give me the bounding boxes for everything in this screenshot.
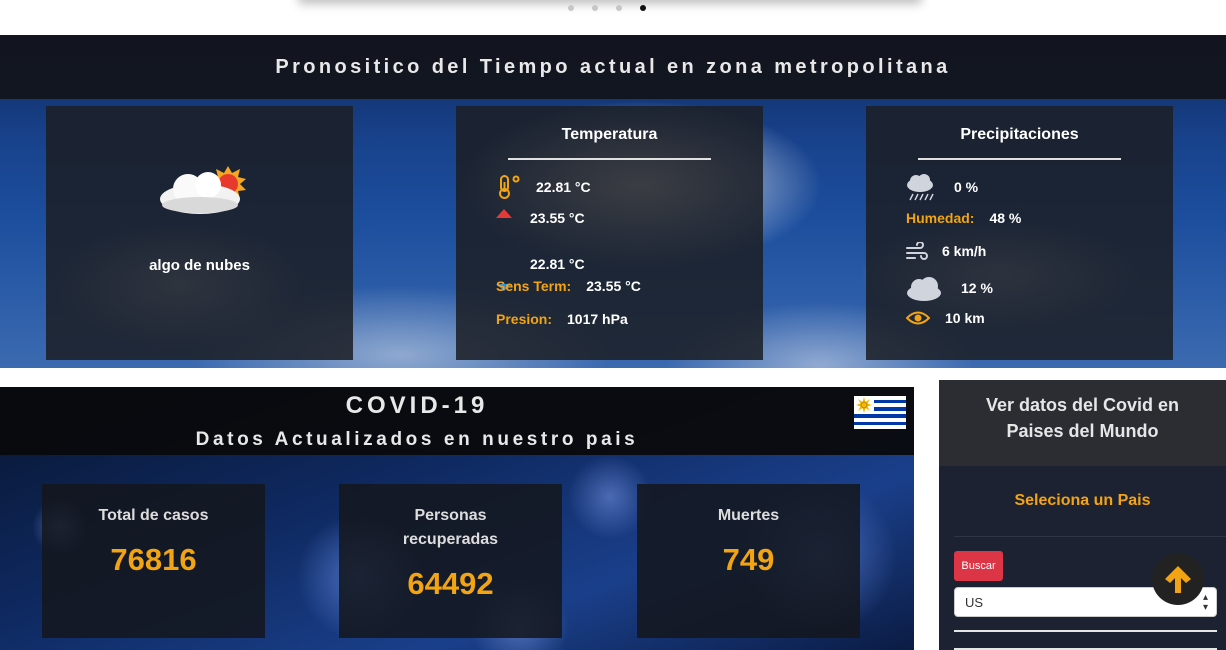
weather-title: Pronositico del Tiempo actual en zona me… — [275, 55, 951, 78]
stat-card-total-cases: Total de casos 76816 — [42, 484, 265, 638]
thermometer-icon — [499, 175, 520, 199]
temp-min: 22.81 °C — [530, 256, 585, 272]
search-button[interactable]: Buscar — [954, 551, 1003, 581]
country-select-value: US — [965, 595, 984, 610]
divider — [954, 630, 1217, 632]
cloud-sun-icon — [160, 166, 246, 214]
carousel-dot-3[interactable] — [616, 5, 622, 11]
divider — [954, 536, 1226, 537]
arrow-up-icon — [496, 209, 512, 218]
carousel-dot-1[interactable] — [568, 5, 574, 11]
carousel-dot-4[interactable] — [640, 5, 646, 11]
visibility-row: 10 km — [906, 310, 985, 326]
country-sidebar: Ver datos del Covid en Paises del Mundo … — [939, 380, 1226, 650]
sun-of-may-icon — [856, 397, 872, 413]
divider — [918, 158, 1121, 160]
clouds-value: 12 % — [961, 280, 993, 296]
stat-value: 749 — [722, 542, 775, 577]
covid-subtitle: Datos Actualizados en nuestro pais — [195, 429, 639, 450]
humidity-row: Humedad: 48 % — [906, 210, 1021, 226]
weather-section: Pronositico del Tiempo actual en zona me… — [0, 35, 1226, 368]
stat-card-recovered: Personas recuperadas 64492 — [339, 484, 562, 638]
stat-card-deaths: Muertes 749 — [637, 484, 860, 638]
feels-like-label: Sens Term: — [496, 278, 572, 294]
pressure-label: Presion: — [496, 311, 553, 327]
precipitation-card: Precipitaciones 0 % Humedad: 48 % — [866, 106, 1173, 360]
condition-card: algo de nubes — [46, 106, 353, 360]
stat-label: Personas recuperadas — [402, 507, 499, 548]
visibility-value: 10 km — [945, 310, 985, 326]
cloud-icon — [907, 277, 941, 301]
carousel-dot-2[interactable] — [592, 5, 598, 11]
uruguay-flag — [854, 396, 906, 429]
top-strip — [0, 0, 1226, 36]
clouds-row: 12 % — [906, 275, 993, 301]
feels-like-row: Sens Term: 23.55 °C — [496, 278, 641, 294]
rain-value: 0 % — [954, 179, 979, 195]
wind-value: 6 km/h — [942, 243, 987, 259]
divider — [508, 158, 711, 160]
covid-title: COVID-19 — [345, 392, 489, 419]
wind-icon — [906, 242, 928, 260]
select-country-title: Seleciona un Pais — [1014, 492, 1151, 509]
eye-icon — [906, 311, 930, 325]
wind-row: 6 km/h — [906, 242, 986, 260]
temp-current-row: 22.81 °C — [496, 174, 591, 200]
arrow-up-icon — [1165, 566, 1191, 593]
precipitation-title: Precipitaciones — [960, 126, 1079, 143]
carousel-indicators — [568, 5, 646, 11]
pressure-value: 1017 hPa — [567, 311, 628, 327]
divider — [954, 648, 1217, 650]
temp-max-row: 23.55 °C — [496, 209, 585, 226]
stat-label: Muertes — [717, 507, 780, 524]
covid-header: COVID-19 Datos Actualizados en nuestro p… — [0, 387, 914, 455]
weather-title-bar: Pronositico del Tiempo actual en zona me… — [0, 35, 1226, 99]
covid-section: COVID-19 Datos Actualizados en nuestro p… — [0, 387, 914, 650]
sidebar-title: Ver datos del Covid en Paises del Mundo — [939, 380, 1226, 466]
humidity-label: Humedad: — [906, 210, 975, 226]
stat-label: Total de casos — [98, 507, 209, 524]
humidity-value: 48 % — [989, 210, 1022, 226]
scroll-to-top-button[interactable] — [1152, 553, 1204, 605]
temperature-card: Temperatura 22.81 °C 23.55 °C 22.81 °C — [456, 106, 763, 360]
temp-min-row: 22.81 °C — [496, 244, 585, 294]
condition-label: algo de nubes — [149, 257, 250, 274]
temp-max: 23.55 °C — [530, 210, 585, 226]
rain-row: 0 % — [906, 172, 978, 202]
select-arrows-icon: ▴ ▾ — [1202, 592, 1208, 613]
temp-current: 22.81 °C — [536, 179, 591, 195]
feels-like-value: 23.55 °C — [586, 278, 641, 294]
stat-value: 76816 — [110, 542, 197, 577]
temperature-title: Temperatura — [561, 126, 658, 143]
pressure-row: Presion: 1017 hPa — [496, 311, 628, 327]
arrow-down-icon — [496, 284, 512, 291]
rain-icon — [907, 174, 934, 201]
stat-value: 64492 — [407, 566, 494, 601]
